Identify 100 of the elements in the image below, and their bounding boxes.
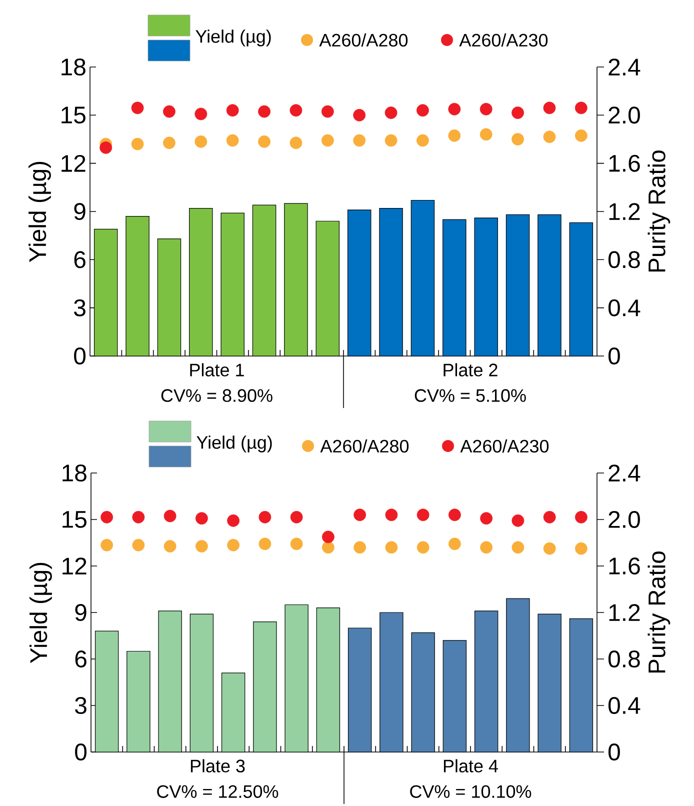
point [574,102,588,114]
y-tick-label: 0 [74,348,86,364]
text: CV% = 10.10% [410,785,532,798]
y-tick-label: 9 [75,604,86,621]
point [384,106,398,119]
y2-tick-label: 0.4 [608,697,640,714]
y-tick-label: 12 [62,154,86,172]
point [480,128,492,141]
text: CV% = 12.50% [157,785,278,798]
point [290,136,302,150]
text: Plate 2 [444,363,498,376]
point [385,541,398,554]
y2-tick-label: 0.8 [608,251,640,268]
y-tick-label: 6 [75,650,86,668]
point [227,514,240,527]
y-tick-label: 15 [62,106,86,124]
point [131,138,144,150]
point [480,102,492,116]
point [164,510,176,522]
point [194,135,208,148]
text: CV% = 5.10% [414,389,526,402]
point [543,510,556,524]
text: CV% = 8.90% [161,389,272,402]
point [226,134,239,147]
legend-label: A260/A230 [460,439,549,453]
point [290,104,302,117]
y-tick-label: 6 [74,251,86,268]
point [227,538,240,552]
point [195,540,208,552]
y-tick-label: 12 [62,558,86,574]
point [416,134,429,147]
point [543,542,556,555]
point [512,133,524,146]
y-tick-label: 15 [62,511,86,528]
point [132,510,145,524]
point [512,541,524,554]
point [574,542,588,555]
legend-label: Yield (µg) [196,30,271,46]
y2-tick-label: 2.4 [608,58,640,76]
point [448,538,461,550]
point [258,510,272,524]
y2-axis-title: Purity Ratio [648,150,670,272]
point [100,538,114,552]
y-axis-title: Yield (µg) [28,162,51,262]
y2-tick-label: 2.0 [608,106,640,124]
point [480,541,493,554]
point [290,510,303,524]
point [512,106,524,119]
y2-tick-label: 0 [608,744,620,760]
y2-tick-label: 0 [608,348,620,364]
point [163,105,176,118]
point [512,514,524,527]
y2-tick-label: 2.0 [608,511,640,528]
point [258,135,270,148]
point [574,510,588,524]
y2-tick-label: 2.4 [608,464,640,482]
text: Plate 1 [190,363,244,376]
point [448,102,461,116]
point [385,508,398,522]
legend-label: A260/A230 [459,33,548,47]
text: Plate 3 [190,759,245,772]
y-tick-label: 3 [74,299,86,316]
y-tick-label: 9 [74,203,86,220]
point [354,541,366,554]
point [195,512,208,525]
point [543,130,556,144]
y2-tick-label: 1.6 [609,154,640,172]
point [194,108,208,120]
point [448,129,461,142]
point [132,538,145,552]
legend-label: Yield (µg) [196,436,272,452]
point [226,104,239,117]
point [353,108,366,122]
point [290,538,303,550]
point [543,102,556,114]
point [322,541,334,554]
point [354,508,366,522]
y2-axis-title: Purity Ratio [648,552,670,673]
point [258,538,272,550]
y-tick-label: 18 [62,464,86,482]
y-tick-label: 0 [75,744,87,760]
y-tick-label: 18 [62,58,86,76]
legend-label: A260/A280 [320,439,409,453]
point [384,134,398,147]
point [321,105,334,118]
point [100,141,112,154]
y2-tick-label: 0.8 [608,650,640,668]
point [448,508,461,522]
point [416,541,430,554]
y2-tick-label: 1.6 [609,558,640,574]
point [416,104,429,117]
point [100,510,114,524]
point [480,512,493,525]
point [574,129,588,142]
point [164,540,176,552]
point [321,134,334,147]
y-axis-title: Yield (µg) [30,562,52,664]
y2-tick-label: 0.4 [608,299,640,316]
point [163,136,176,150]
point [416,508,430,522]
